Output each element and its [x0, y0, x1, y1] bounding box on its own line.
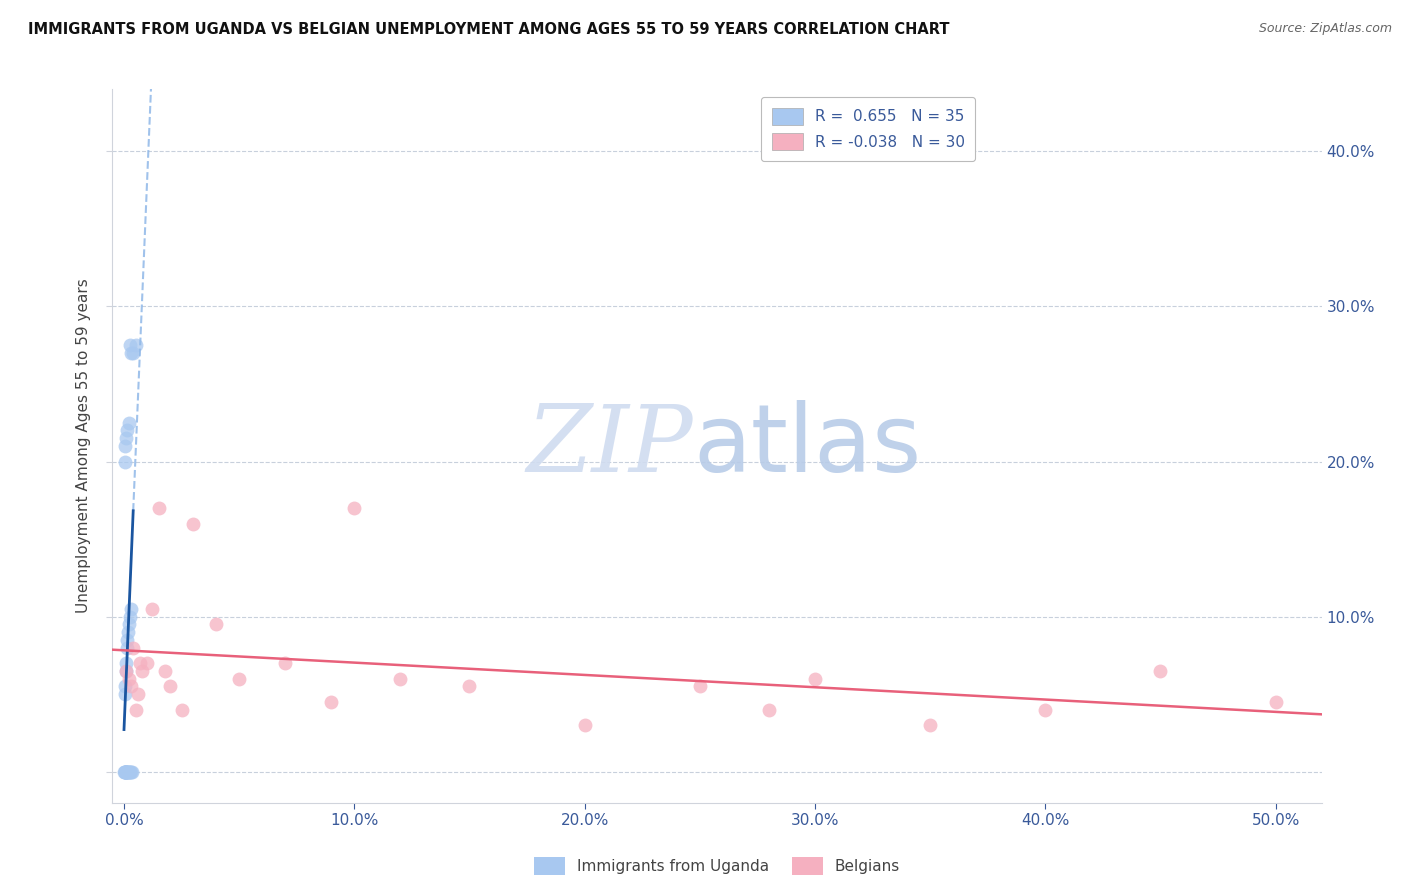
Point [124, 338, 146, 352]
Point [155, 664, 177, 678]
Text: ZIP: ZIP [526, 401, 693, 491]
Legend: Immigrants from Uganda, Belgians: Immigrants from Uganda, Belgians [529, 851, 905, 880]
Point [1264, 695, 1286, 709]
Point [118, 338, 141, 352]
Point [115, 656, 138, 670]
Point [1033, 703, 1056, 717]
Point [114, 764, 136, 779]
Text: Source: ZipAtlas.com: Source: ZipAtlas.com [1258, 22, 1392, 36]
Point [114, 764, 136, 779]
Point [115, 640, 138, 655]
Point [122, 640, 145, 655]
Point [124, 703, 146, 717]
Point [115, 664, 138, 678]
Point [115, 664, 138, 678]
Point [127, 687, 149, 701]
Point [114, 454, 136, 468]
Point [1149, 664, 1171, 678]
Point [114, 680, 136, 694]
Point [117, 416, 139, 430]
Point [131, 664, 153, 678]
Point [574, 718, 596, 732]
Point [120, 346, 142, 360]
Point [117, 632, 139, 647]
Point [117, 764, 139, 779]
Point [136, 656, 159, 670]
Point [114, 764, 136, 779]
Point [118, 764, 141, 779]
Point [117, 424, 139, 438]
Point [321, 695, 343, 709]
Point [129, 656, 152, 670]
Point [804, 672, 827, 686]
Point [121, 764, 143, 779]
Point [114, 764, 136, 779]
Point [159, 680, 181, 694]
Point [920, 718, 942, 732]
Point [115, 764, 138, 779]
Point [115, 431, 138, 445]
Point [228, 672, 250, 686]
Point [343, 501, 366, 516]
Point [274, 656, 297, 670]
Point [120, 680, 142, 694]
Point [141, 602, 163, 616]
Point [389, 672, 412, 686]
Point [458, 680, 481, 694]
Text: atlas: atlas [693, 400, 921, 492]
Point [114, 764, 136, 779]
Point [758, 703, 780, 717]
Point [117, 764, 139, 779]
Point [118, 609, 141, 624]
Point [114, 439, 136, 453]
Point [117, 625, 139, 640]
Point [148, 501, 170, 516]
Point [120, 764, 142, 779]
Point [115, 764, 138, 779]
Point [170, 703, 193, 717]
Point [117, 672, 139, 686]
Point [114, 764, 136, 779]
Point [205, 617, 228, 632]
Point [117, 617, 139, 632]
Point [118, 764, 141, 779]
Y-axis label: Unemployment Among Ages 55 to 59 years: Unemployment Among Ages 55 to 59 years [76, 278, 91, 614]
Point [117, 764, 139, 779]
Point [120, 602, 142, 616]
Point [689, 680, 711, 694]
Point [122, 346, 145, 360]
Point [115, 764, 138, 779]
Point [181, 516, 204, 531]
Text: IMMIGRANTS FROM UGANDA VS BELGIAN UNEMPLOYMENT AMONG AGES 55 TO 59 YEARS CORRELA: IMMIGRANTS FROM UGANDA VS BELGIAN UNEMPL… [28, 22, 949, 37]
Point [114, 687, 136, 701]
